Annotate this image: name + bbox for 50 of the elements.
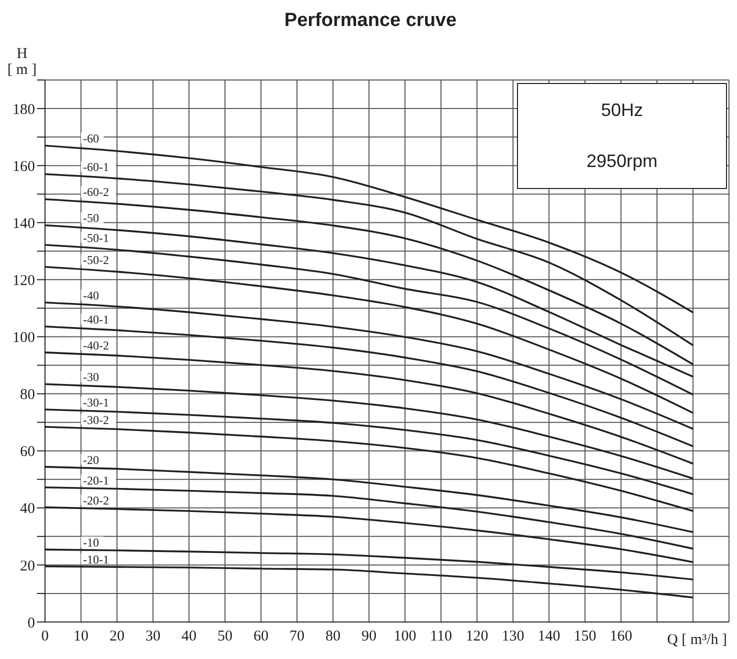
x-tick-label: 30 xyxy=(146,628,160,645)
x-tick-label: 110 xyxy=(430,628,452,645)
x-tick-label: 20 xyxy=(110,628,124,645)
x-tick-label: 40 xyxy=(182,628,196,645)
series-label: -50 xyxy=(83,211,99,226)
series-label: -60 xyxy=(83,132,99,146)
x-tick-label: 160 xyxy=(610,628,632,645)
series-label: -60-1 xyxy=(83,160,109,174)
series-label: -50-1 xyxy=(83,230,109,245)
series-label: -30-2 xyxy=(83,412,109,427)
series-label: -40-2 xyxy=(83,338,109,352)
x-tick-label: 100 xyxy=(394,628,416,645)
x-axis-title: Q [ m³/h ] xyxy=(667,632,727,648)
series-label: -50-2 xyxy=(83,252,109,267)
text-box: 50Hz 2950rpm xyxy=(517,83,727,189)
series-label: -20 xyxy=(83,452,99,467)
x-tick-label: 150 xyxy=(574,628,596,645)
y-tick-label: 60 xyxy=(20,444,35,460)
series-label: -40-1 xyxy=(83,312,109,326)
series-label: -20-2 xyxy=(83,493,109,508)
annotation: 50Hz xyxy=(600,100,644,121)
y-tick-label: 120 xyxy=(12,273,35,290)
x-tick-label: 130 xyxy=(502,628,524,645)
annotation: 2950rpm xyxy=(586,151,658,172)
x-tick-label: 120 xyxy=(466,628,488,645)
x-tick-label: 10 xyxy=(74,628,88,645)
x-tick-label: 50 xyxy=(218,628,232,645)
x-tick-label: 90 xyxy=(362,628,376,645)
x-tick-label: 140 xyxy=(538,628,560,645)
chart-title: Performance cruve xyxy=(283,10,458,32)
series-label: -10-1 xyxy=(83,552,109,566)
series-label: -30-1 xyxy=(83,395,109,410)
y-tick-label: 20 xyxy=(20,558,35,574)
y-tick-label: 100 xyxy=(12,330,35,346)
x-tick-label: 0 xyxy=(41,628,49,645)
y-tick-label: 40 xyxy=(20,501,35,518)
series-label: -20-1 xyxy=(83,473,109,488)
series-label: -10 xyxy=(83,536,99,550)
series-label: -30 xyxy=(83,370,99,384)
y-tick-label: 0 xyxy=(28,615,35,632)
y-tick-label: 140 xyxy=(12,216,35,232)
series-label: -40 xyxy=(83,288,99,303)
y-tick-label: 80 xyxy=(20,387,35,404)
x-tick-label: 80 xyxy=(326,628,340,645)
y-tick-label: 180 xyxy=(12,102,35,118)
x-tick-label: 70 xyxy=(290,628,304,645)
x-tick-label: 60 xyxy=(254,628,268,645)
y-tick-label: 160 xyxy=(12,158,35,175)
y-axis-title: H [ m ] xyxy=(7,46,37,78)
series-label: -60-2 xyxy=(83,185,109,200)
